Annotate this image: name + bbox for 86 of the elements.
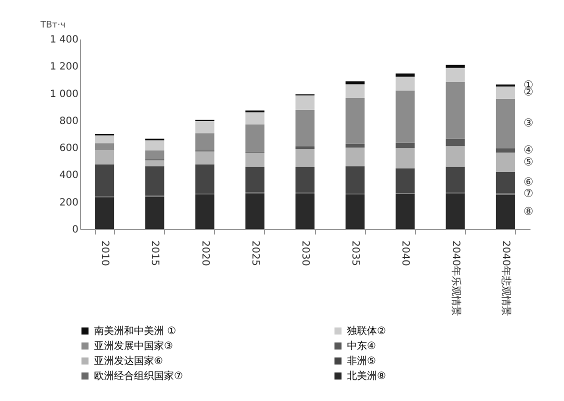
y-tick-label: 1 400 xyxy=(50,34,78,46)
bar xyxy=(295,110,315,146)
y-tick-label: 0 xyxy=(72,224,78,236)
annotation: ⑥ xyxy=(523,176,534,189)
legend-label: 欧洲经合组织国家⑦ xyxy=(94,370,183,382)
bar xyxy=(396,76,415,91)
bar xyxy=(245,166,264,192)
bar xyxy=(346,194,365,229)
bar xyxy=(446,193,465,229)
bar xyxy=(195,194,214,229)
x-tick-label: 2040年悲观情景 xyxy=(500,240,512,316)
bar xyxy=(446,166,465,193)
annotation: ④ xyxy=(523,143,534,156)
bar xyxy=(195,120,214,134)
annotation: ③ xyxy=(523,116,534,130)
bar xyxy=(245,112,264,124)
bar xyxy=(145,166,164,196)
x-tick-label: 2010 xyxy=(99,240,110,266)
y-tick-label: 600 xyxy=(59,143,78,154)
bar xyxy=(496,148,515,153)
bar xyxy=(195,151,214,164)
bar xyxy=(396,142,415,148)
annotation: ⑤ xyxy=(523,155,534,168)
bar xyxy=(145,150,164,160)
bar xyxy=(145,160,164,166)
bar xyxy=(245,152,264,167)
y-tick-label: 400 xyxy=(59,170,78,182)
x-tick-label: 2020 xyxy=(199,240,210,266)
bar xyxy=(95,197,114,229)
bar xyxy=(95,150,114,164)
bar xyxy=(346,81,365,84)
bar xyxy=(496,86,515,99)
bar xyxy=(95,164,114,196)
bar xyxy=(295,146,315,150)
legend-label: 亚洲发展中国家③ xyxy=(94,340,173,352)
bar xyxy=(446,82,465,139)
legend-label: 非洲⑤ xyxy=(347,355,376,367)
bar xyxy=(446,68,465,82)
bar xyxy=(396,194,415,229)
x-tick-label: 2025 xyxy=(249,240,260,266)
bar xyxy=(346,84,365,98)
x-tick-label: 2030 xyxy=(300,240,310,266)
bar xyxy=(346,148,365,166)
bar xyxy=(245,124,264,152)
bar xyxy=(496,152,515,172)
annotation: ⑧ xyxy=(523,204,534,218)
annotation: ⑦ xyxy=(523,187,534,200)
bar xyxy=(496,98,515,148)
x-tick-label: 2040 xyxy=(400,240,411,266)
legend-label: 亚洲发达国家⑥ xyxy=(94,355,163,367)
legend-label: 北美洲⑧ xyxy=(347,370,386,382)
bar xyxy=(446,138,465,146)
bar xyxy=(195,164,214,194)
bar xyxy=(396,90,415,143)
bar xyxy=(496,194,515,229)
legend-label: 独联体② xyxy=(347,325,386,337)
bar xyxy=(295,193,315,229)
bar xyxy=(195,133,214,150)
bar xyxy=(446,146,465,167)
bar xyxy=(295,149,315,167)
bar xyxy=(295,166,315,193)
bar xyxy=(95,143,114,150)
bar xyxy=(396,73,415,77)
bar xyxy=(145,140,164,151)
y-axis-title: ТВт·ч xyxy=(40,20,66,30)
bar xyxy=(346,166,365,194)
y-tick-label: 1 200 xyxy=(50,62,78,73)
bar xyxy=(396,168,415,194)
x-tick-label: 2015 xyxy=(149,240,160,266)
y-tick-label: 800 xyxy=(59,116,78,127)
bar xyxy=(396,148,415,168)
bar xyxy=(496,172,515,194)
bar xyxy=(145,196,164,229)
annotation: ② xyxy=(523,86,534,99)
y-tick-label: 1 000 xyxy=(50,88,78,100)
bar xyxy=(346,98,365,144)
bar xyxy=(346,144,365,148)
y-tick-label: 200 xyxy=(59,197,78,208)
bar xyxy=(295,95,315,110)
legend-label: 中东④ xyxy=(347,340,376,352)
x-tick-label: 2040年乐观情景 xyxy=(450,240,462,316)
bar xyxy=(446,64,465,68)
legend-label: 南美洲和中美洲 ① xyxy=(94,325,176,337)
x-tick-label: 2035 xyxy=(350,240,361,266)
bar xyxy=(245,193,264,229)
bar xyxy=(95,135,114,144)
